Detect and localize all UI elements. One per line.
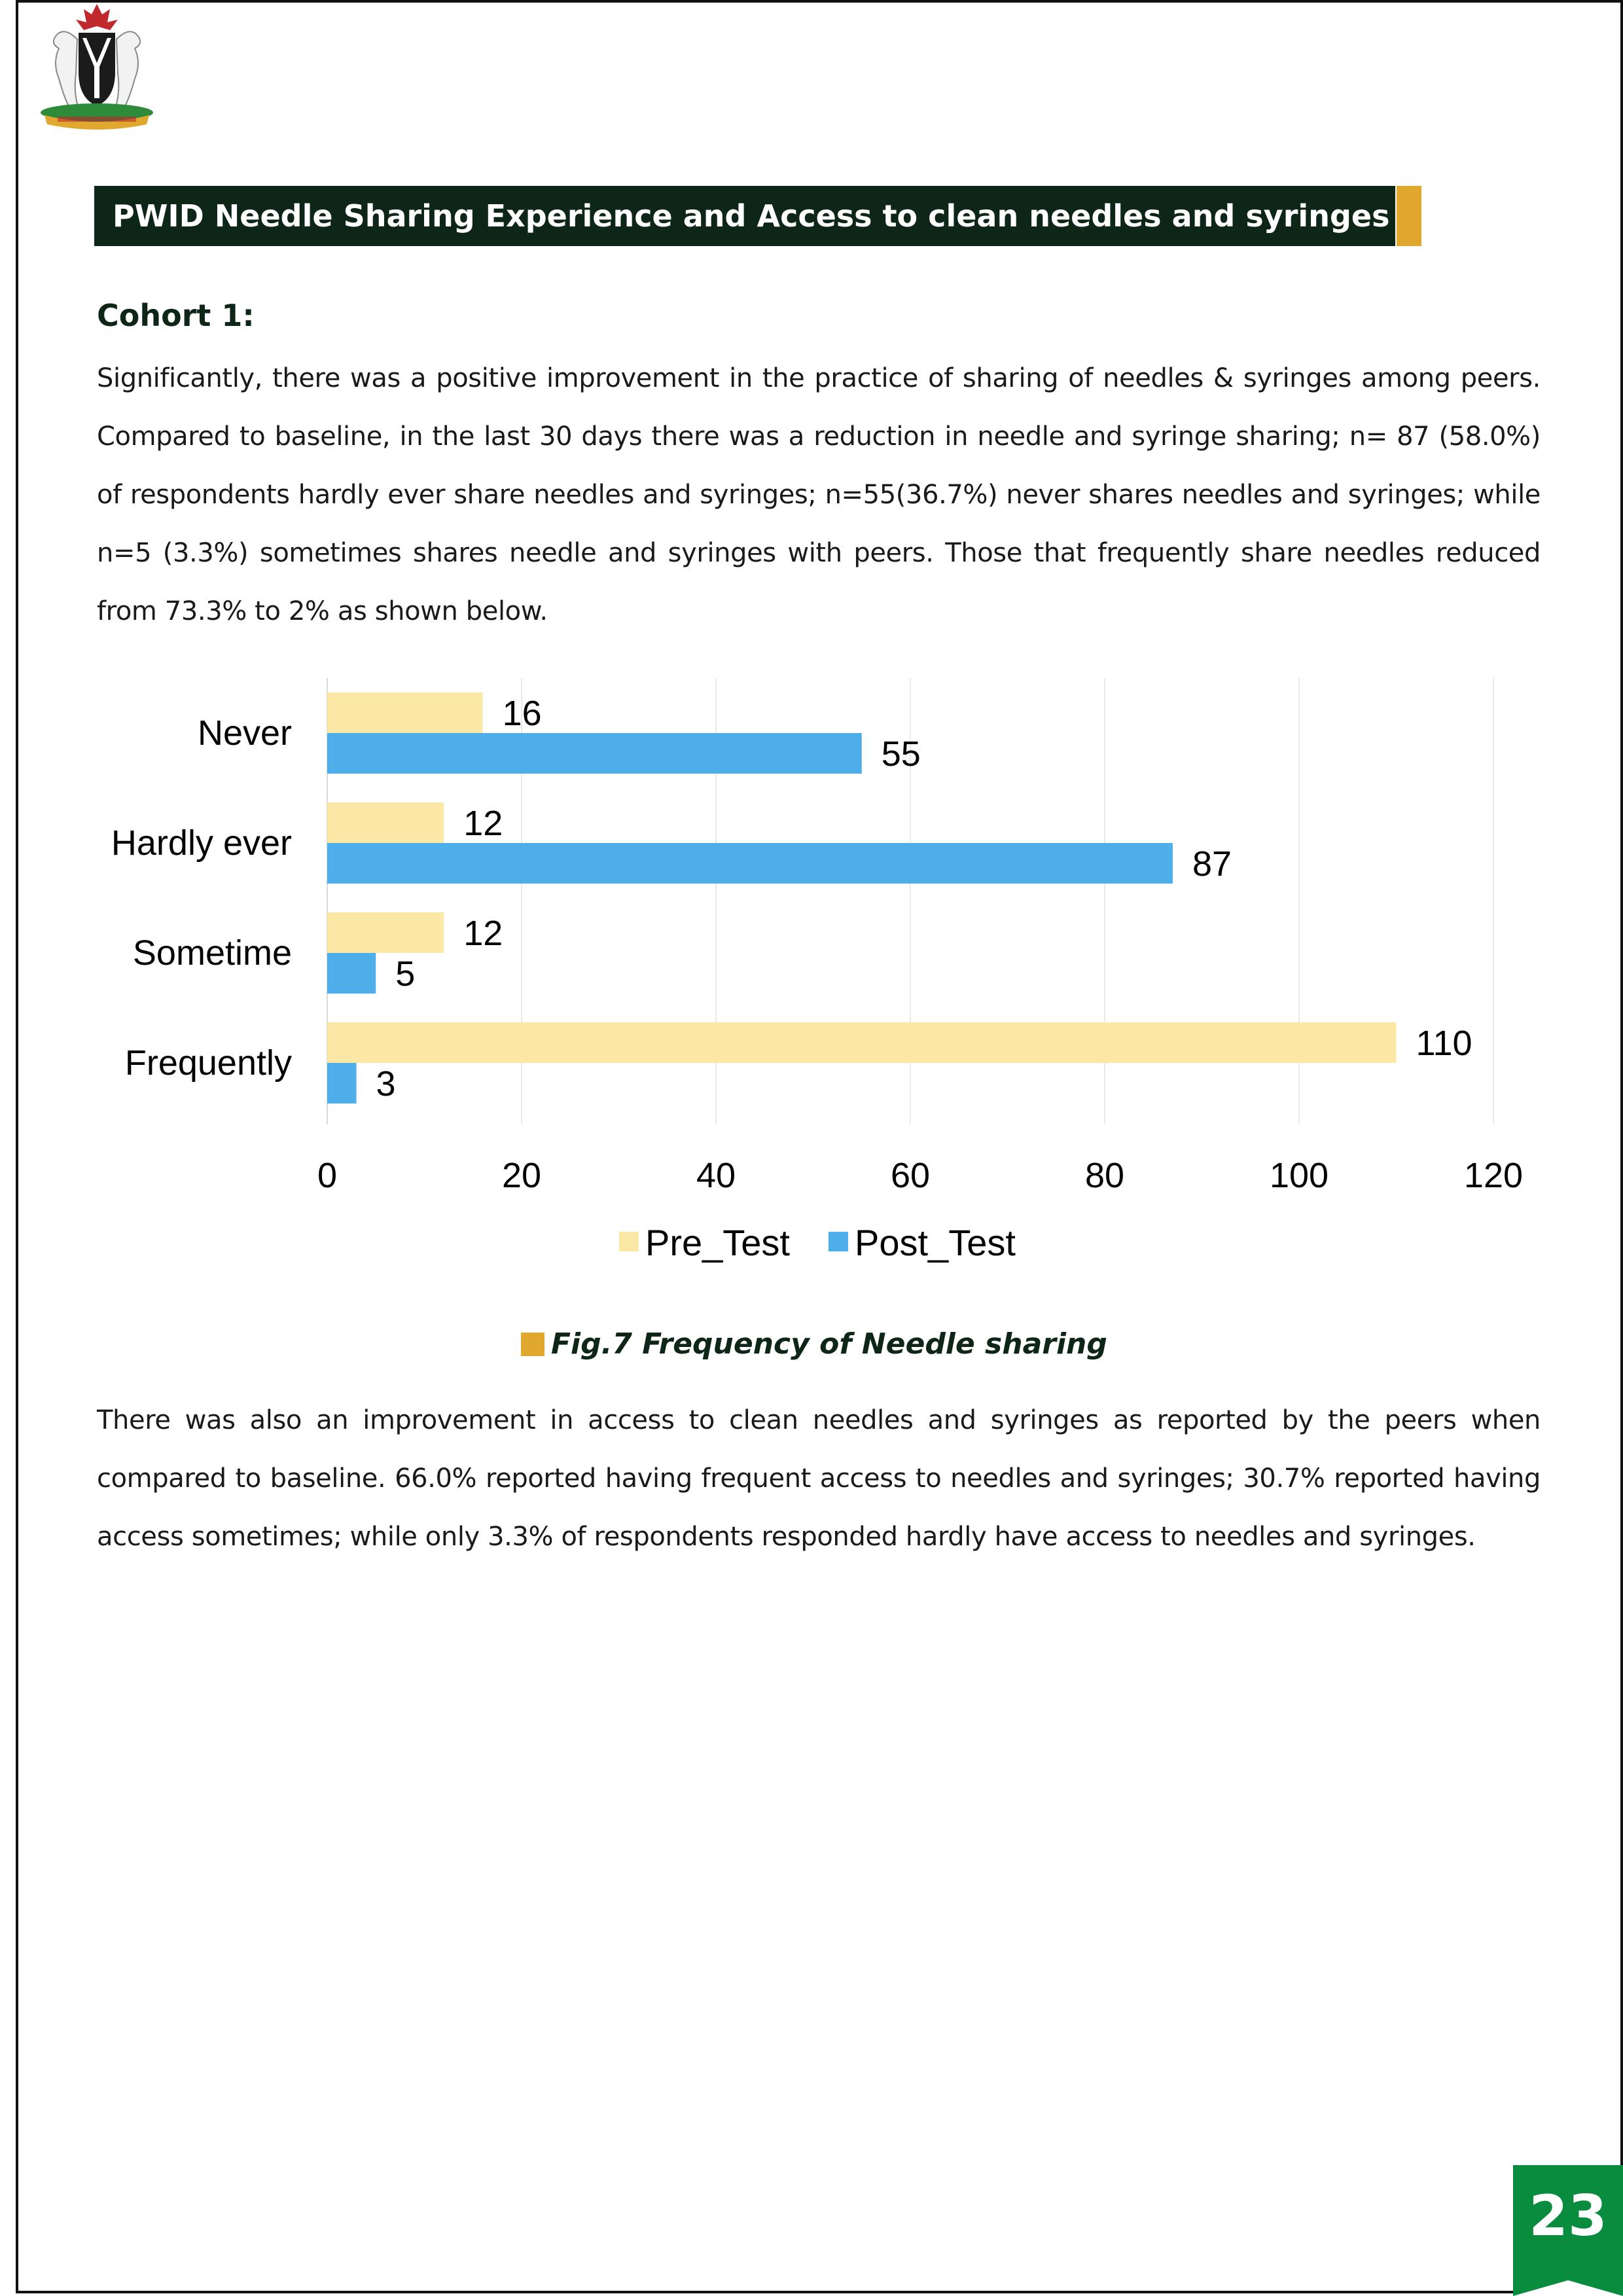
data-label-post-test-0: 55 [882,734,921,774]
legend-label-1: Post_Test [855,1222,1016,1263]
category-label-2: Sometime [133,933,292,973]
access-paragraph: There was also an improvement in access … [97,1405,1541,1552]
page-frame [16,0,1623,2293]
x-tick-label-0: 0 [317,1156,337,1195]
bar-post-test-0 [327,733,862,774]
x-tick-label-4: 80 [1085,1156,1124,1195]
x-tick-label-1: 20 [502,1156,541,1195]
cohort-heading: Cohort 1: [97,298,255,333]
bar-pre-test-1 [327,802,444,843]
x-tick-label-2: 40 [696,1156,736,1195]
data-label-post-test-1: 87 [1192,844,1232,884]
legend-swatch-1 [829,1232,848,1251]
page-number-badge: 23 [1513,2165,1623,2296]
legend-swatch-0 [619,1232,639,1251]
bar-pre-test-0 [327,692,483,733]
bar-pre-test-2 [327,912,444,953]
legend-label-0: Pre_Test [645,1222,790,1263]
page-number: 23 [1529,2183,1607,2249]
data-label-post-test-2: 5 [395,954,415,994]
data-label-pre-test-3: 110 [1416,1024,1472,1063]
bar-post-test-3 [327,1063,357,1103]
x-tick-label-5: 100 [1270,1156,1329,1195]
data-label-pre-test-2: 12 [463,914,503,953]
data-label-post-test-3: 3 [376,1064,396,1103]
figure-caption: Fig.7 Frequency of Needle sharing [521,1327,1107,1361]
coat-of-arms-logo [41,4,153,130]
category-label-0: Never [198,713,292,753]
section-title-accent [1397,186,1421,246]
intro-paragraph: Significantly, there was a positive impr… [97,363,1541,626]
x-tick-label-6: 120 [1464,1156,1523,1195]
bookmark-notch-icon [1513,2280,1623,2296]
x-tick-label-3: 60 [891,1156,930,1195]
section-title-bar: PWID Needle Sharing Experience and Acces… [94,186,1395,246]
needle-sharing-chart: Never 16 55 Hardly ever 12 87 Sometime 12 5 Frequ… [111,678,1523,1263]
category-label-1: Hardly ever [111,823,292,863]
bar-post-test-2 [327,953,376,994]
caption-square-icon [521,1333,544,1356]
bar-pre-test-3 [327,1022,1397,1063]
figure-caption-text: Fig.7 Frequency of Needle sharing [551,1327,1107,1361]
data-label-pre-test-1: 12 [463,804,503,843]
data-label-pre-test-0: 16 [503,694,542,733]
category-label-3: Frequently [125,1043,292,1083]
bar-post-test-1 [327,843,1173,884]
